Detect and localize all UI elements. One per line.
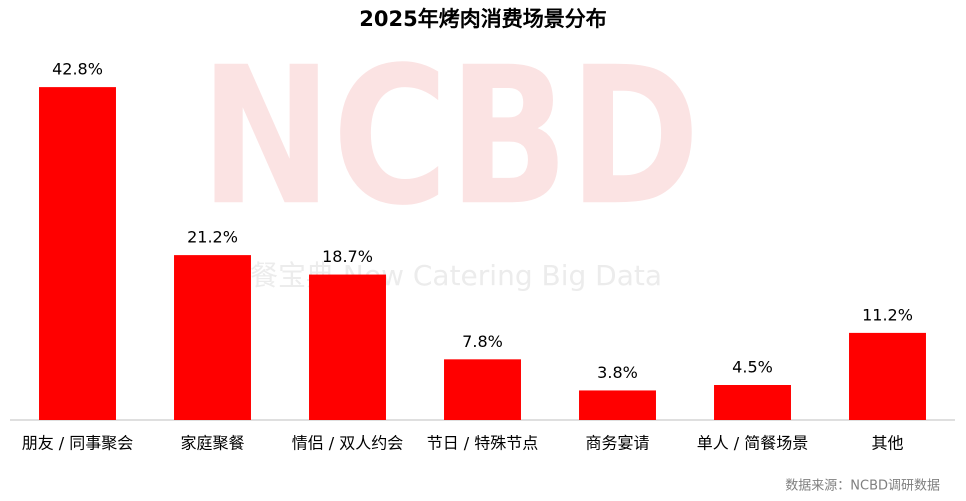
watermark: NCBD (200, 26, 700, 247)
data-label: 4.5% (732, 358, 773, 377)
bar (39, 87, 116, 420)
data-label: 42.8% (52, 60, 103, 79)
data-label: 11.2% (862, 305, 913, 324)
bar (444, 359, 521, 420)
data-label: 21.2% (187, 228, 238, 247)
bar (714, 385, 791, 420)
source-note: 数据来源：NCBD调研数据 (785, 479, 940, 494)
bar (309, 274, 386, 420)
x-tick-label: 家庭聚餐 (180, 434, 244, 453)
x-tick-label: 朋友 / 同事聚会 (22, 434, 134, 453)
bar (174, 255, 251, 420)
x-tick-label: 节日 / 特殊节点 (427, 434, 539, 453)
x-tick-label: 商务宴请 (585, 434, 649, 453)
data-label: 7.8% (462, 332, 503, 351)
data-label: 3.8% (597, 363, 638, 382)
chart-title: 2025年烤肉消费场景分布 (359, 7, 606, 31)
bar (849, 332, 926, 420)
bar (579, 390, 656, 420)
x-tick-label: 其他 (871, 434, 903, 453)
data-label: 18.7% (322, 247, 373, 266)
x-tick-label: 情侣 / 双人约会 (292, 434, 404, 453)
x-tick-label: 单人 / 简餐场景 (697, 434, 809, 453)
